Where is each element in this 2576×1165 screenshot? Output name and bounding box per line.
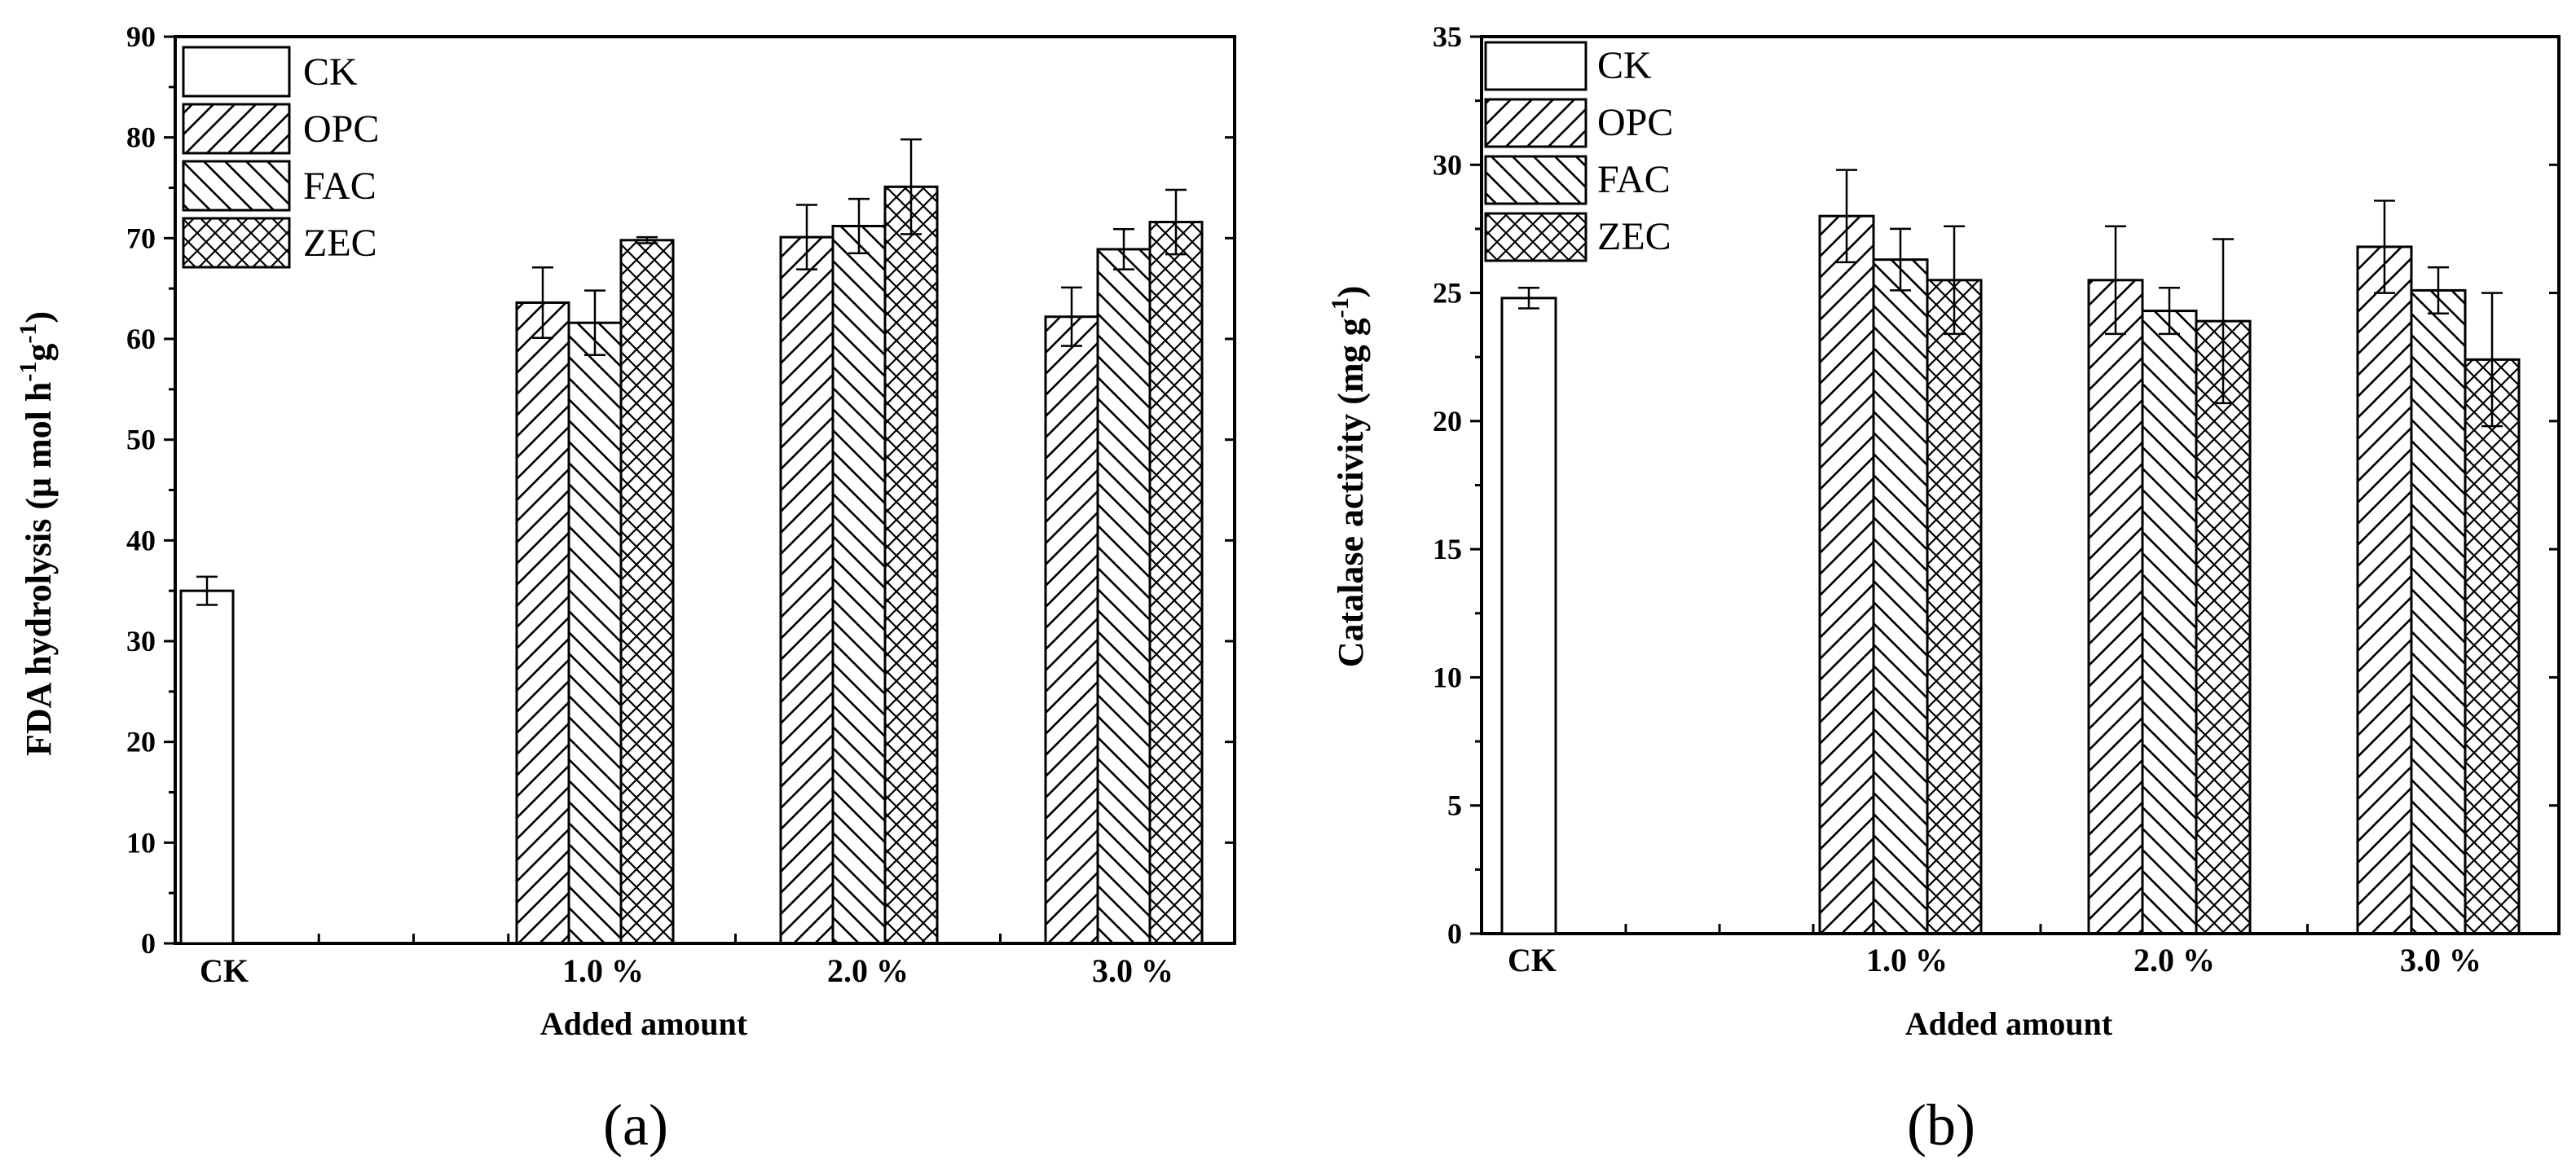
y-tick-label: 15 xyxy=(1433,533,1462,565)
y-tick-label: 20 xyxy=(126,726,156,758)
x-tick-label: 1.0 % xyxy=(1866,942,1948,978)
bar-ck xyxy=(179,589,235,945)
bar-fac xyxy=(831,224,887,945)
x-tick-label: 1.0 % xyxy=(562,952,644,989)
y-tick-label: 35 xyxy=(1433,20,1462,53)
bar-opc xyxy=(779,235,834,945)
y-tick-label: 80 xyxy=(126,121,156,154)
y-tick-label: 5 xyxy=(1447,789,1462,822)
bar-zec xyxy=(2464,358,2521,935)
y-tick-label: 30 xyxy=(126,625,156,657)
legend-swatch-opc xyxy=(1484,98,1587,148)
y-tick-label: 10 xyxy=(126,826,156,859)
legend-label-opc: OPC xyxy=(1597,101,1673,144)
bar-opc xyxy=(515,301,570,945)
legend-swatch-fac xyxy=(182,160,291,212)
legend-label-fac: FAC xyxy=(1597,158,1671,201)
y-tick-label: 40 xyxy=(126,524,156,556)
legend-label-zec: ZEC xyxy=(1597,215,1671,258)
bar-zec xyxy=(883,185,939,945)
y-tick-label: 70 xyxy=(126,222,156,254)
y-tick-label: 50 xyxy=(126,424,156,456)
bar-fac xyxy=(567,321,623,945)
panel-label: (a) xyxy=(603,1092,668,1158)
x-axis-title: Added amount xyxy=(540,1005,748,1042)
legend-label-ck: CK xyxy=(303,51,358,94)
y-tick-label: 20 xyxy=(1433,405,1462,437)
bar-zec xyxy=(2195,319,2252,935)
legend-swatch-zec xyxy=(182,217,291,269)
x-tick-label: 2.0 % xyxy=(2133,942,2215,978)
legend-swatch-zec xyxy=(1484,212,1587,262)
legend-swatch-ck xyxy=(1484,41,1587,91)
panel-label: (b) xyxy=(1907,1092,1975,1158)
bar-ck xyxy=(1500,297,1557,935)
bar-zec xyxy=(1148,221,1204,945)
bar-opc xyxy=(2087,279,2144,935)
x-tick-label: CK xyxy=(1508,942,1557,978)
x-tick-label: 3.0 % xyxy=(2400,942,2481,978)
y-tick-label: 0 xyxy=(1447,917,1462,950)
y-tick-label: 30 xyxy=(1433,148,1462,181)
bar-zec xyxy=(619,239,675,945)
bar-fac xyxy=(2141,310,2198,935)
bar-fac xyxy=(1872,258,1929,935)
bar-opc xyxy=(1044,315,1099,945)
bar-opc xyxy=(1818,214,1875,935)
bar-fac xyxy=(2410,288,2467,935)
legend-label-opc: OPC xyxy=(303,108,379,151)
legend-label-ck: CK xyxy=(1597,44,1652,87)
bar-zec xyxy=(1926,279,1983,935)
y-tick-label: 25 xyxy=(1433,277,1462,310)
x-tick-label: 2.0 % xyxy=(827,952,909,989)
bar-fac xyxy=(1096,248,1151,945)
legend-swatch-ck xyxy=(182,46,291,98)
x-tick-label: 3.0 % xyxy=(1092,952,1174,989)
legend-label-zec: ZEC xyxy=(303,222,377,265)
y-tick-label: 0 xyxy=(141,927,156,960)
y-axis-title: FDA hydrolysis (μ mol h-1g-1) xyxy=(15,311,59,756)
legend-swatch-fac xyxy=(1484,155,1587,205)
legend-swatch-opc xyxy=(182,103,291,155)
chart-panel-b: Catalase activity (mg g-1) Added amount … xyxy=(1327,20,2561,1158)
chart-panel-a: FDA hydrolysis (μ mol h-1g-1) Added amou… xyxy=(15,20,1236,1158)
y-axis-title: Catalase activity (mg g-1) xyxy=(1327,286,1371,668)
y-tick-label: 90 xyxy=(126,20,156,53)
x-axis-title: Added amount xyxy=(1905,1005,2113,1042)
x-tick-label: CK xyxy=(200,952,249,989)
y-tick-label: 60 xyxy=(126,323,156,355)
y-tick-label: 10 xyxy=(1433,661,1462,693)
legend-label-fac: FAC xyxy=(303,165,376,208)
bar-opc xyxy=(2356,245,2413,935)
